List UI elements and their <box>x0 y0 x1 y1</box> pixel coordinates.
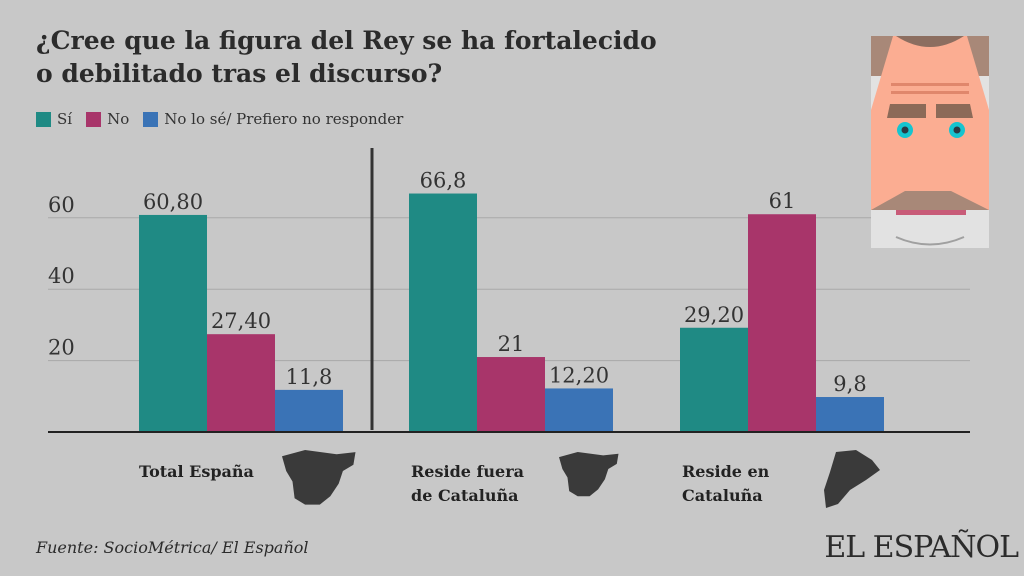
data-label: 60,80 <box>143 190 203 214</box>
legend-label: No <box>107 110 130 128</box>
data-label: 61 <box>769 189 796 213</box>
bar <box>816 397 884 432</box>
bar <box>409 193 477 432</box>
legend-item-si: Sí <box>36 110 72 128</box>
y-tick-label: 60 <box>48 193 75 217</box>
data-label: 27,40 <box>211 309 271 333</box>
y-tick-label: 40 <box>48 264 75 288</box>
el-espanol-logo: EL ESPAÑOL <box>824 530 1019 565</box>
legend-item-no: No <box>86 110 129 128</box>
data-label: 21 <box>498 332 525 356</box>
data-label: 29,20 <box>684 303 744 327</box>
chart-title: ¿Cree que la figura del Rey se ha fortal… <box>36 24 736 90</box>
legend-swatch <box>86 111 102 127</box>
bar <box>680 327 748 432</box>
bar <box>275 389 343 432</box>
bar <box>207 334 275 432</box>
title-line-1: ¿Cree que la figura del Rey se ha fortal… <box>36 26 657 55</box>
category-label: Cataluña <box>682 486 763 505</box>
bar <box>748 214 816 432</box>
spain-map-icon <box>559 452 619 497</box>
data-label: 66,8 <box>420 169 467 193</box>
spain-map-icon <box>282 450 356 505</box>
y-tick-label: 20 <box>48 336 75 360</box>
category-label: Total España <box>139 462 254 481</box>
bar <box>545 388 613 432</box>
bar <box>477 357 545 432</box>
title-line-2: o debilitado tras el discurso? <box>36 59 443 88</box>
legend-label: Sí <box>57 110 73 128</box>
legend-swatch <box>143 111 159 127</box>
legend-swatch <box>36 111 51 127</box>
category-label: de Cataluña <box>411 486 519 505</box>
data-label: 9,8 <box>833 372 866 396</box>
legend-label: No lo sé/ Prefiero no responder <box>164 110 404 128</box>
data-label: 12,20 <box>549 363 609 387</box>
catalonia-map-icon <box>824 450 880 508</box>
data-label: 11,8 <box>286 365 333 389</box>
legend: Sí No No lo sé/ Prefiero no responder <box>36 110 403 128</box>
category-label: Reside fuera <box>411 462 524 481</box>
bar <box>139 214 207 432</box>
source-note: Fuente: SocioMétrica/ El Español <box>36 538 309 557</box>
category-label: Reside en <box>682 462 770 481</box>
legend-item-nsnc: No lo sé/ Prefiero no responder <box>143 110 403 128</box>
